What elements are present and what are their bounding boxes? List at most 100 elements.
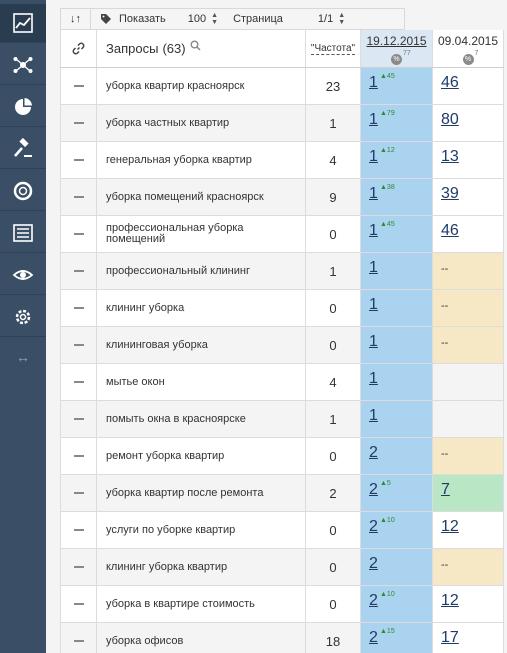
show-control[interactable]: Показать (101, 13, 166, 25)
lifebuoy-icon (13, 181, 33, 201)
row-link-toggle[interactable] (60, 327, 97, 364)
sidebar-resize-handle[interactable]: ↔ (16, 349, 30, 365)
table-row: ремонт уборка квартир 0 2 -- (60, 438, 504, 475)
table-row: профессиональный клининг 1 1 -- (60, 253, 504, 290)
network-icon (13, 57, 33, 73)
query-text: клининг уборка (97, 290, 306, 327)
position-link[interactable]: 2 (369, 592, 378, 609)
show-count-select[interactable]: 100 (187, 13, 207, 25)
position-link[interactable]: 1 (369, 111, 378, 128)
sidebar-item-monitor[interactable] (0, 256, 46, 295)
frequency-value: 0 (306, 512, 361, 549)
date-column-header-2[interactable]: 09.04.2015 % 7 (433, 30, 504, 68)
position-link[interactable]: 1 (369, 259, 378, 276)
position-link[interactable]: 1 (369, 222, 378, 239)
position-link[interactable]: 1 (369, 333, 378, 350)
position-link[interactable]: 2 (369, 481, 378, 498)
row-link-toggle[interactable] (60, 216, 97, 253)
show-label: Показать (119, 13, 166, 25)
page-caret-icon[interactable]: ▲ ▼ (338, 12, 346, 26)
position-link[interactable]: 46 (441, 222, 459, 239)
sidebar-item-pie[interactable] (0, 88, 46, 127)
sidebar-item-gavel[interactable] (0, 130, 46, 169)
position-cell-2: 7 (433, 475, 504, 512)
pie-chart-icon (15, 98, 32, 115)
page-label: Страница (233, 13, 283, 25)
position-cell-2: -- (433, 549, 504, 586)
no-position: -- (441, 337, 449, 349)
main-content: ↓↑ Показать 100 ▲ ▼ Страница 1/1 ▲ ▼ Запро… (46, 0, 507, 653)
position-link[interactable]: 39 (441, 185, 459, 202)
link-column-header[interactable] (60, 30, 97, 68)
sidebar-item-support[interactable] (0, 172, 46, 211)
frequency-value: 4 (306, 142, 361, 179)
position-link[interactable]: 2 (369, 555, 378, 572)
sidebar-item-analytics[interactable] (0, 4, 46, 43)
sidebar-item-reports[interactable] (0, 214, 46, 253)
row-link-toggle[interactable] (60, 401, 97, 438)
row-link-toggle[interactable] (60, 290, 97, 327)
position-link[interactable]: 2 (369, 629, 378, 646)
row-link-toggle[interactable] (60, 438, 97, 475)
position-link[interactable]: 1 (369, 370, 378, 387)
position-link[interactable]: 7 (441, 481, 450, 498)
tag-icon (101, 14, 111, 24)
position-link[interactable]: 2 (369, 444, 378, 461)
sort-button[interactable]: ↓↑ (61, 9, 91, 29)
percent-value: 77 (403, 50, 411, 57)
position-link[interactable]: 1 (369, 407, 378, 424)
frequency-column-header[interactable]: "Частота" (306, 30, 361, 68)
position-link[interactable]: 1 (369, 74, 378, 91)
dash-icon (73, 85, 84, 87)
show-count-caret-icon[interactable]: ▲ ▼ (211, 12, 219, 26)
page-select[interactable]: 1/1 (317, 13, 334, 25)
position-link[interactable]: 80 (441, 111, 459, 128)
row-link-toggle[interactable] (60, 142, 97, 179)
query-count: (63) (162, 41, 186, 56)
row-link-toggle[interactable] (60, 68, 97, 105)
position-link[interactable]: 1 (369, 296, 378, 313)
position-cell-2: 17 (433, 623, 504, 653)
date-header-2[interactable]: 09.04.2015 (437, 34, 499, 48)
position-link[interactable]: 12 (441, 518, 459, 535)
position-cell-2: 39 (433, 179, 504, 216)
date-header-1[interactable]: 19.12.2015 (366, 34, 427, 48)
position-cell-2: 12 (433, 512, 504, 549)
row-link-toggle[interactable] (60, 512, 97, 549)
row-link-toggle[interactable] (60, 623, 97, 653)
row-link-toggle[interactable] (60, 549, 97, 586)
frequency-value: 0 (306, 290, 361, 327)
row-link-toggle[interactable] (60, 253, 97, 290)
table-row: уборка частных квартир 1 1 ▲79 80 (60, 105, 504, 142)
row-link-toggle[interactable] (60, 475, 97, 512)
frequency-value: 1 (306, 401, 361, 438)
position-link[interactable]: 46 (441, 74, 459, 91)
position-link[interactable]: 1 (369, 148, 378, 165)
sidebar-item-network[interactable] (0, 46, 46, 85)
row-link-toggle[interactable] (60, 364, 97, 401)
row-link-toggle[interactable] (60, 105, 97, 142)
table-row: уборка квартир красноярск 23 1 ▲45 46 (60, 68, 504, 105)
query-column-header[interactable]: Запросы (63) (97, 30, 306, 68)
table-row: уборка в квартире стоимость 0 2 ▲10 12 (60, 586, 504, 623)
sidebar-item-settings[interactable] (0, 298, 46, 337)
analytics-chart-icon (13, 13, 33, 33)
position-link[interactable]: 1 (369, 185, 378, 202)
position-cell-1: 2 (361, 438, 433, 475)
search-icon[interactable] (190, 40, 201, 51)
dash-icon (73, 344, 84, 346)
position-link[interactable]: 13 (441, 148, 459, 165)
position-link[interactable]: 2 (369, 518, 378, 535)
position-link[interactable]: 12 (441, 592, 459, 609)
dash-icon (73, 492, 84, 494)
position-change: ▲38 (380, 184, 395, 191)
query-text: услуги по уборке квартир (97, 512, 306, 549)
date-column-header-1[interactable]: 19.12.2015 % 77 (361, 30, 433, 68)
dash-icon (73, 381, 84, 383)
position-change: ▲79 (380, 110, 395, 117)
row-link-toggle[interactable] (60, 179, 97, 216)
position-cell-2: 12 (433, 586, 504, 623)
position-link[interactable]: 17 (441, 629, 459, 646)
row-link-toggle[interactable] (60, 586, 97, 623)
